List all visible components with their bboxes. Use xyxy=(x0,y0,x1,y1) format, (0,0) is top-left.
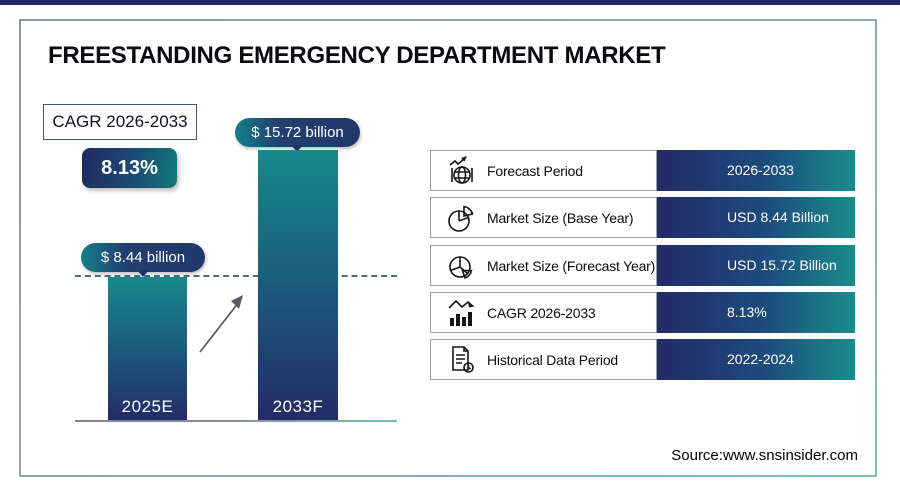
bar-2033: 2033F xyxy=(258,150,338,422)
bar-2025: 2025E xyxy=(108,277,187,422)
callout-2025-value: $ 8.44 billion xyxy=(81,243,205,272)
table-row-label: Historical Data Period xyxy=(487,351,618,368)
callout-pointer xyxy=(291,145,303,152)
table-row-label: Market Size (Forecast Year) xyxy=(487,257,656,274)
callout-2033-value: $ 15.72 billion xyxy=(235,118,360,147)
table-row-value: 2026-2033 xyxy=(657,150,855,191)
table-row-value: 8.13% xyxy=(657,292,855,333)
table-row-value: 2022-2024 xyxy=(657,339,855,380)
table-row-label: Forecast Period xyxy=(487,162,583,179)
growth-arrow-icon xyxy=(199,295,243,353)
top-accent-bar xyxy=(0,0,900,5)
page-title: FREESTANDING EMERGENCY DEPARTMENT MARKET xyxy=(48,42,666,69)
bar-label-2025: 2025E xyxy=(121,397,174,416)
table-row: Forecast Period 2026-2033 xyxy=(430,150,855,191)
table-row-value: USD 8.44 Billion xyxy=(657,197,855,238)
bar-chart-arrow-icon xyxy=(448,299,475,326)
reference-dashed-line xyxy=(75,275,397,277)
table-row: Market Size (Forecast Year) USD 15.72 Bi… xyxy=(430,245,855,286)
bar-label-2033: 2033F xyxy=(272,397,324,416)
chart-baseline xyxy=(75,420,397,422)
table-row: CAGR 2026-2033 8.13% xyxy=(430,292,855,333)
table-row: Historical Data Period 2022-2024 xyxy=(430,339,855,380)
table-row-label: CAGR 2026-2033 xyxy=(487,304,596,321)
globe-growth-icon xyxy=(449,155,473,184)
callout-pointer xyxy=(137,270,149,277)
document-clock-icon xyxy=(452,345,474,373)
cagr-value-badge: 8.13% xyxy=(82,148,177,188)
table-row-value: USD 15.72 Billion xyxy=(657,245,855,286)
pie-chart-icon xyxy=(448,205,474,232)
source-credit: Source:www.snsinsider.com xyxy=(671,447,858,464)
pie-chart-icon xyxy=(449,255,473,279)
table-row-label: Market Size (Base Year) xyxy=(487,209,634,226)
table-row: Market Size (Base Year) USD 8.44 Billion xyxy=(430,197,855,238)
cagr-period-label: CAGR 2026-2033 xyxy=(43,104,197,140)
